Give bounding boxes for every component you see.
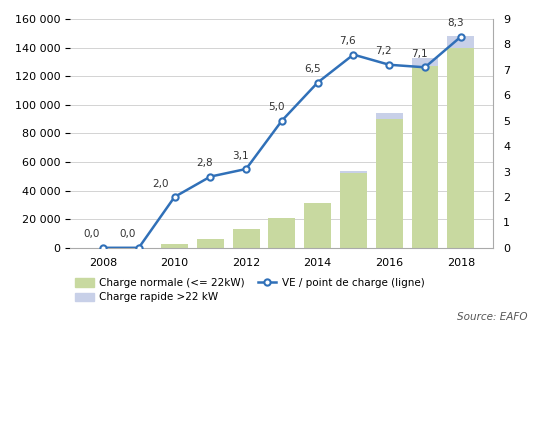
Bar [268, 218, 295, 248]
Text: 7,1: 7,1 [411, 49, 428, 59]
Bar [411, 66, 438, 248]
Bar [447, 36, 474, 48]
Text: 0,0: 0,0 [119, 230, 136, 240]
Text: 7,2: 7,2 [375, 46, 392, 56]
Text: 2,0: 2,0 [152, 178, 169, 189]
Bar [447, 48, 474, 248]
Text: 5,0: 5,0 [268, 102, 285, 112]
Bar [340, 173, 367, 248]
Bar [233, 229, 260, 248]
Bar [161, 243, 188, 248]
Text: 7,6: 7,6 [339, 36, 356, 46]
Bar [304, 203, 331, 248]
Text: 0,0: 0,0 [83, 230, 100, 240]
Text: 3,1: 3,1 [232, 150, 249, 161]
Bar [376, 114, 403, 119]
Text: 8,3: 8,3 [447, 18, 463, 28]
Bar [197, 239, 224, 248]
Text: 6,5: 6,5 [304, 64, 320, 74]
Bar [376, 119, 403, 248]
Text: 2,8: 2,8 [196, 158, 213, 168]
Bar [340, 171, 367, 173]
Bar [411, 58, 438, 66]
Legend: Charge normale (<= 22kW), Charge rapide >22 kW, VE / point de charge (ligne): Charge normale (<= 22kW), Charge rapide … [72, 274, 428, 307]
Text: Source: EAFO: Source: EAFO [457, 312, 527, 322]
